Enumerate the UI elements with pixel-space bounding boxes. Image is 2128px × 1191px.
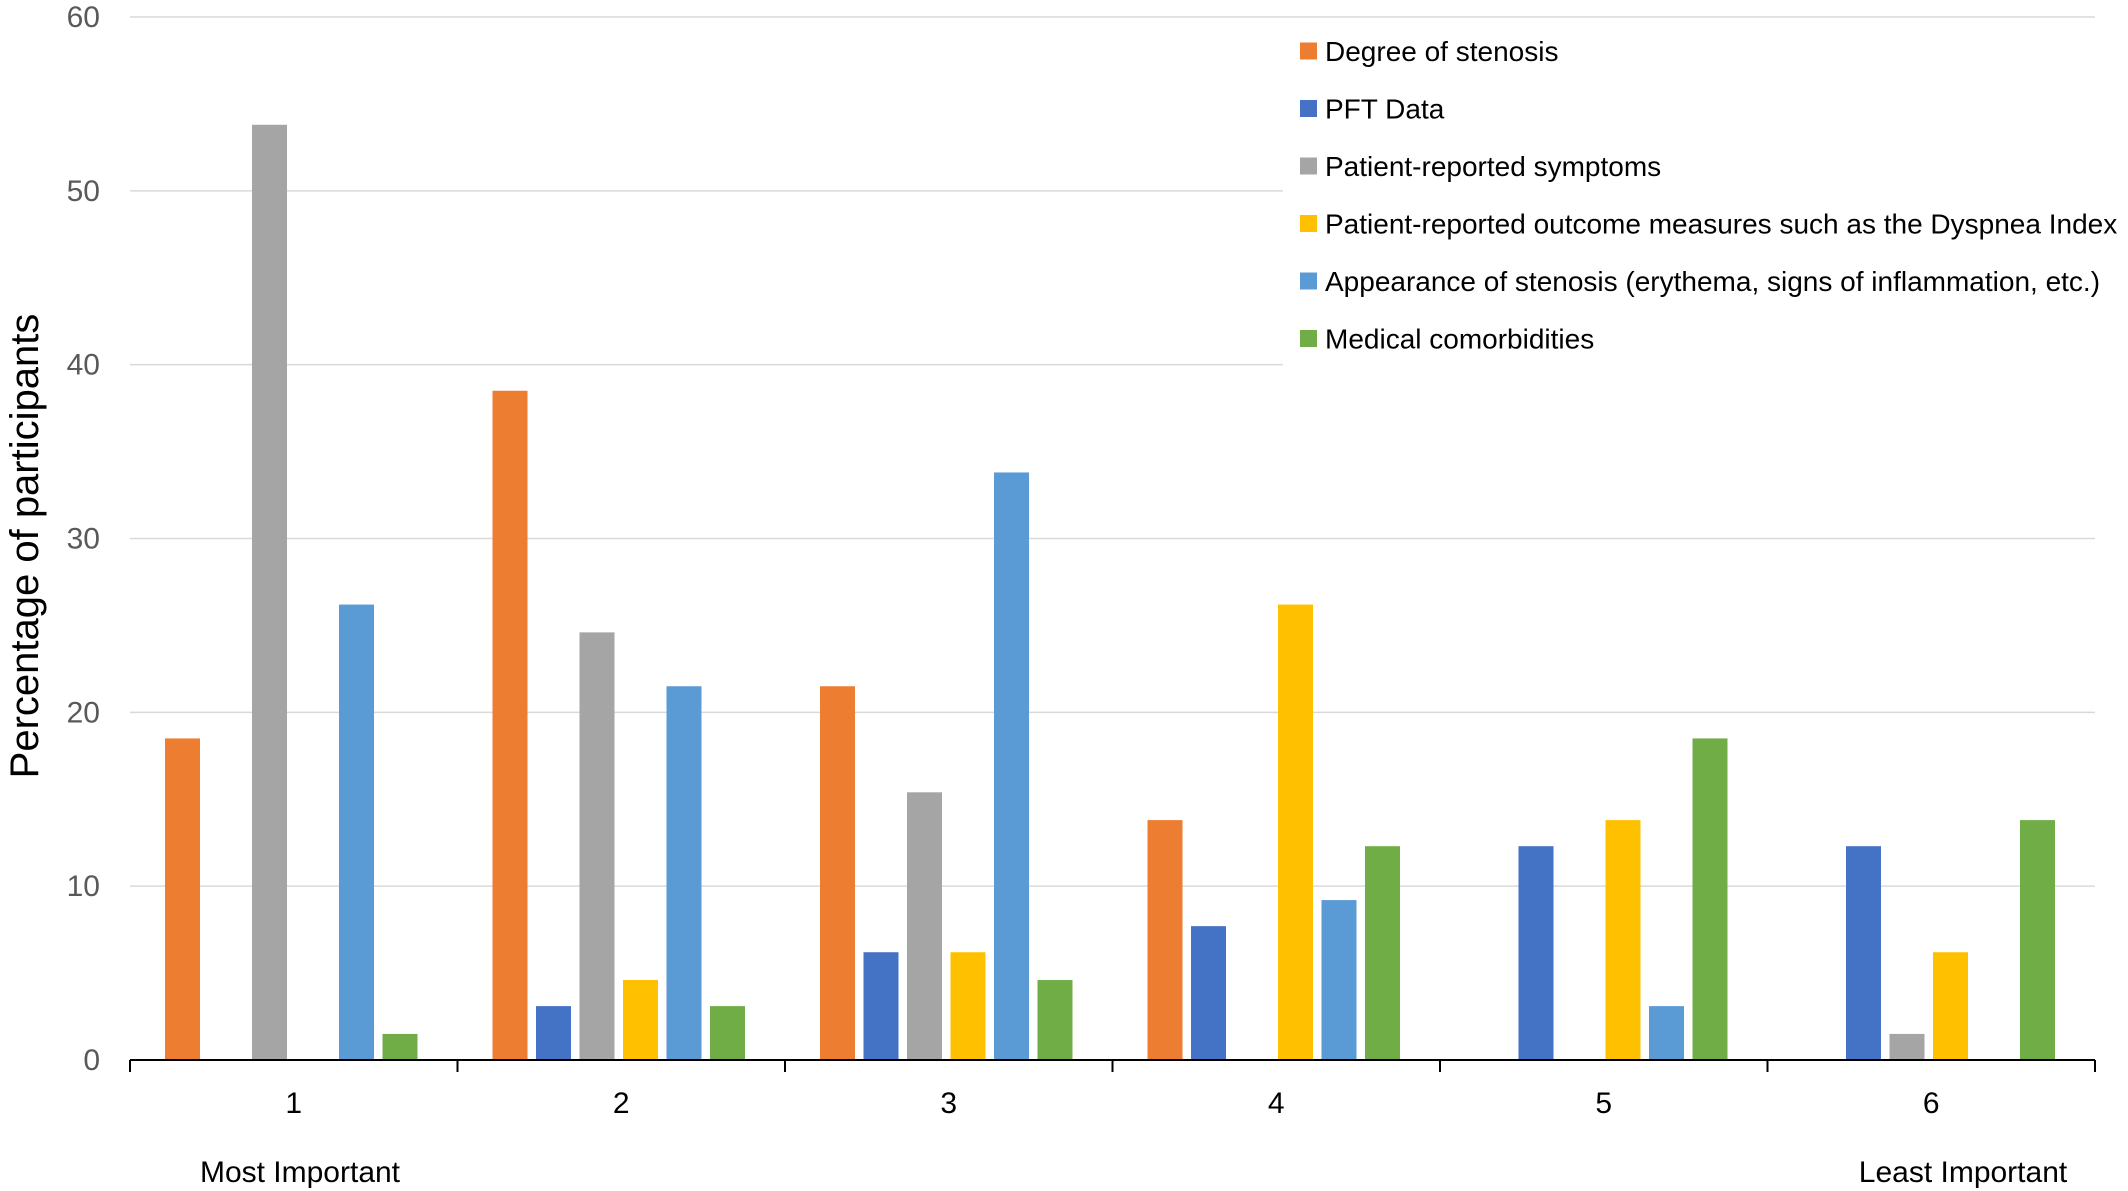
- legend-swatch: [1300, 42, 1317, 60]
- legend: Degree of stenosis PFT Data Patient-report…: [1300, 36, 2117, 355]
- bar: [863, 952, 899, 1060]
- bar: [1605, 820, 1641, 1060]
- bar: [1846, 846, 1881, 1060]
- x-tick-label: 3: [940, 1087, 957, 1120]
- bar: [382, 1033, 418, 1060]
- bar: [1147, 820, 1183, 1060]
- x-tick-label: 2: [613, 1087, 630, 1120]
- legend-label: Degree of stenosis: [1325, 36, 1558, 67]
- bar: [1692, 738, 1728, 1060]
- gridlines: [130, 16, 2095, 887]
- y-tick-label: 20: [67, 696, 100, 729]
- legend-swatch: [1300, 100, 1317, 117]
- bar: [950, 952, 986, 1060]
- bar: [2020, 820, 2055, 1060]
- y-tick-label: 50: [67, 175, 100, 208]
- y-tick-label: 60: [67, 1, 100, 34]
- bar: [1889, 1033, 1925, 1060]
- axis-labels: 0 10 20 30 40 50 60 1 2 3 4 5 6: [67, 1, 1940, 1120]
- bar: [339, 604, 374, 1060]
- y-tick-label: 10: [67, 870, 100, 903]
- least-important-note: Least Important: [1859, 1156, 2068, 1189]
- bar: [820, 686, 855, 1060]
- x-tick-label: 5: [1595, 1087, 1612, 1120]
- bar: [252, 124, 287, 1060]
- legend-label: Medical comorbidities: [1325, 324, 1594, 355]
- bar: [907, 792, 942, 1060]
- y-axis-label: Percentage of participants: [3, 314, 47, 779]
- x-tick-label: 4: [1268, 1087, 1285, 1120]
- legend-swatch: [1300, 215, 1317, 232]
- y-tick-label: 40: [67, 349, 100, 382]
- legend-background: [1283, 25, 2123, 397]
- x-axis: [129, 1059, 2096, 1072]
- legend-label: Patient-reported outcome measures such a…: [1325, 209, 2117, 240]
- bar: [579, 632, 615, 1060]
- legend-swatch: [1300, 157, 1317, 175]
- bar: [623, 980, 658, 1060]
- legend-swatch: [1300, 272, 1317, 290]
- legend-label: Appearance of stenosis (erythema, signs …: [1325, 266, 2100, 297]
- legend-label: PFT Data: [1325, 94, 1445, 125]
- bar: [1933, 952, 1968, 1060]
- bars: [165, 124, 2055, 1060]
- x-tick-label: 6: [1923, 1087, 1940, 1120]
- bar: [492, 390, 528, 1060]
- bar: [165, 738, 200, 1060]
- bar: [1321, 900, 1357, 1060]
- bar: [1278, 604, 1313, 1060]
- bar: [666, 686, 702, 1060]
- legend-label: Patient-reported symptoms: [1325, 151, 1661, 182]
- x-tick-label: 1: [285, 1087, 302, 1120]
- bar: [710, 1006, 745, 1060]
- most-important-note: Most Important: [200, 1156, 401, 1189]
- bar: [1037, 980, 1073, 1060]
- bar: [1649, 1006, 1684, 1060]
- bar: [1518, 846, 1554, 1060]
- bar: [1191, 926, 1226, 1060]
- bar: [536, 1006, 571, 1060]
- legend-swatch: [1300, 330, 1317, 347]
- bar: [994, 472, 1029, 1060]
- y-tick-label: 0: [83, 1044, 100, 1077]
- bar: [1365, 846, 1400, 1060]
- y-tick-label: 30: [67, 523, 100, 556]
